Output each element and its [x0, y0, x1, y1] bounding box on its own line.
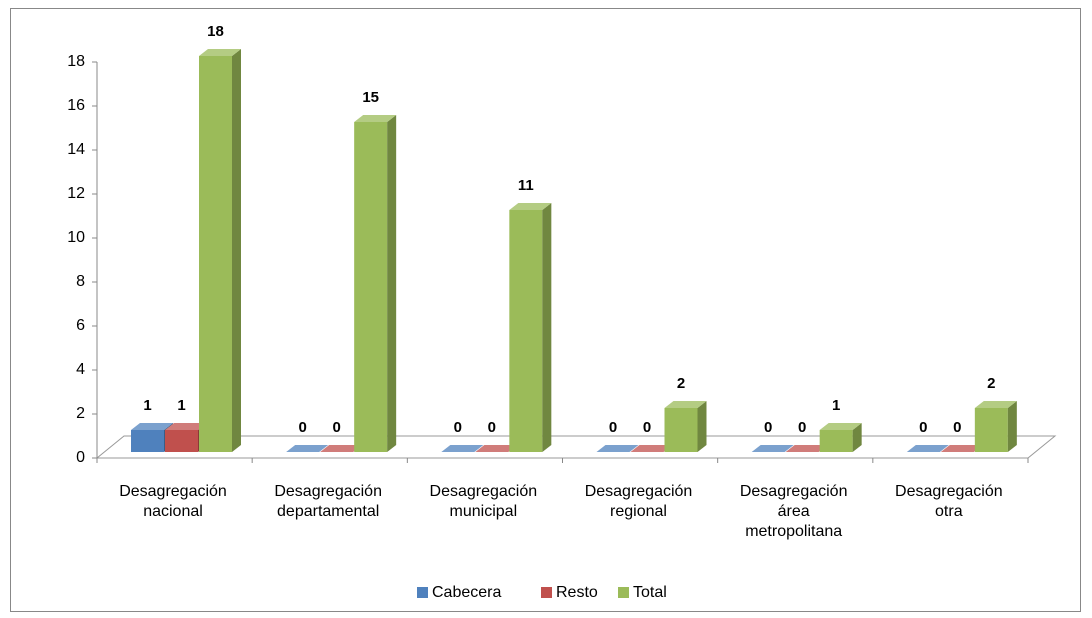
- bar-top: [354, 115, 397, 122]
- bar: [475, 445, 518, 452]
- x-tick-label: Desagregación: [585, 483, 693, 500]
- data-label: 0: [798, 419, 806, 436]
- bar-top: [630, 445, 673, 452]
- bar-front: [664, 408, 698, 452]
- legend-swatch: [417, 587, 428, 598]
- x-tick-label: Desagregación: [740, 483, 848, 500]
- data-label: 0: [332, 419, 340, 436]
- data-label: 0: [488, 419, 496, 436]
- x-tick-label: área: [778, 503, 810, 520]
- x-tick-label: Desagregación: [430, 483, 538, 500]
- bar: [509, 203, 552, 452]
- data-label: 0: [298, 419, 306, 436]
- bar-front: [509, 210, 543, 452]
- bar: [819, 423, 862, 452]
- bar-top: [940, 445, 983, 452]
- x-tick-label: otra: [935, 503, 963, 520]
- x-tick-label: regional: [610, 503, 667, 520]
- bar-top: [974, 401, 1017, 408]
- bar: [664, 401, 707, 452]
- legend-label: Total: [633, 584, 667, 601]
- bar-top: [131, 423, 173, 430]
- y-tick-label: 14: [67, 141, 85, 158]
- x-tick-label: Desagregación: [274, 483, 382, 500]
- bar: [974, 401, 1017, 452]
- bar-front: [974, 408, 1008, 452]
- bar-side: [387, 115, 397, 452]
- bar-front: [354, 122, 388, 452]
- data-label: 2: [987, 375, 995, 392]
- data-label: 1: [832, 397, 840, 414]
- bar: [441, 445, 484, 452]
- data-label: 0: [454, 419, 462, 436]
- data-label: 11: [518, 177, 534, 194]
- bar-top: [664, 401, 707, 408]
- y-tick-label: 16: [67, 97, 85, 114]
- data-label: 0: [643, 419, 651, 436]
- bar-top: [819, 423, 862, 430]
- x-tick-label: metropolitana: [745, 523, 842, 540]
- bar-top: [906, 445, 949, 452]
- bar: [199, 49, 241, 452]
- bar-top: [475, 445, 518, 452]
- x-tick-label: Desagregación: [895, 483, 1003, 500]
- bar-front: [819, 430, 853, 452]
- bar-top: [785, 445, 828, 452]
- bar: [785, 445, 828, 452]
- bar-front: [131, 430, 164, 452]
- legend-swatch: [618, 587, 629, 598]
- y-tick-label: 2: [76, 405, 85, 422]
- data-label: 0: [919, 419, 927, 436]
- bar-side: [852, 423, 862, 452]
- bar-side: [1007, 401, 1017, 452]
- bar-top: [596, 445, 639, 452]
- bar: [596, 445, 639, 452]
- bar: [906, 445, 949, 452]
- bar: [320, 445, 363, 452]
- bar-top: [751, 445, 794, 452]
- x-tick-label: municipal: [450, 503, 518, 520]
- y-tick-label: 18: [67, 53, 85, 70]
- legend-label: Resto: [556, 584, 598, 601]
- bar-side: [232, 49, 241, 452]
- bar-top: [286, 445, 329, 452]
- y-tick-label: 6: [76, 317, 85, 334]
- bar-top: [320, 445, 363, 452]
- bar: [354, 115, 397, 452]
- data-label: 15: [362, 89, 379, 106]
- data-label: 1: [177, 397, 185, 414]
- bar-front: [165, 430, 198, 452]
- bar-top: [509, 203, 552, 210]
- data-label: 0: [953, 419, 961, 436]
- legend-swatch: [541, 587, 552, 598]
- x-tick-label: nacional: [143, 503, 203, 520]
- data-label: 0: [609, 419, 617, 436]
- bar: [751, 445, 794, 452]
- bar-top: [199, 49, 241, 56]
- y-tick-label: 4: [76, 361, 85, 378]
- y-tick-label: 12: [67, 185, 85, 202]
- bar-top: [441, 445, 484, 452]
- bar-side: [697, 401, 707, 452]
- x-tick-label: departamental: [277, 503, 379, 520]
- x-tick-label: Desagregación: [119, 483, 227, 500]
- bar: [286, 445, 329, 452]
- y-tick-label: 0: [76, 449, 85, 466]
- bar-top: [165, 423, 207, 430]
- legend-label: Cabecera: [432, 584, 501, 601]
- y-tick-label: 8: [76, 273, 85, 290]
- data-label: 2: [677, 375, 685, 392]
- bar: [940, 445, 983, 452]
- bar-front: [199, 56, 232, 452]
- data-label: 1: [143, 397, 151, 414]
- bar-side: [542, 203, 552, 452]
- bar: [630, 445, 673, 452]
- data-label: 0: [764, 419, 772, 436]
- data-label: 18: [207, 23, 224, 40]
- y-tick-label: 10: [67, 229, 85, 246]
